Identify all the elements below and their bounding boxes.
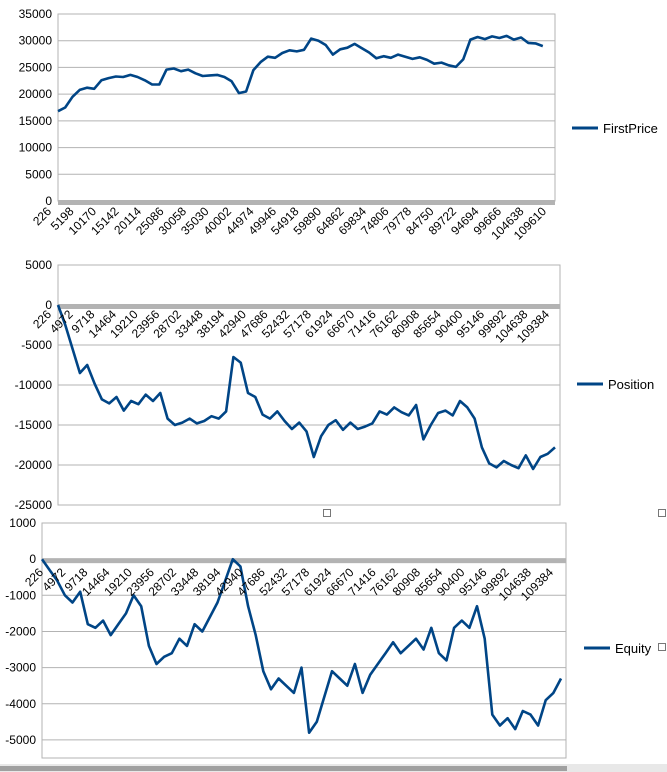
series-line-firstprice <box>57 34 544 113</box>
y-tick-label: -5000 <box>5 733 36 747</box>
y-tick-label: 25000 <box>19 60 53 74</box>
x-axis <box>58 304 560 309</box>
chart-resize-handle[interactable] <box>658 509 666 517</box>
y-tick-label: 5000 <box>25 167 52 181</box>
y-tick-label: 0 <box>29 552 36 566</box>
y-tick-label: -3000 <box>5 661 36 675</box>
x-axis <box>58 200 555 205</box>
legend-label: FirstPrice <box>603 121 658 136</box>
plot-area <box>57 13 556 202</box>
y-tick-label: 5000 <box>25 258 52 272</box>
y-tick-label: -20000 <box>15 458 53 472</box>
y-tick-label: -1000 <box>5 588 36 602</box>
y-tick-label: -25000 <box>15 498 53 512</box>
y-tick-label: 20000 <box>19 87 53 101</box>
y-tick-label: -15000 <box>15 418 53 432</box>
y-tick-label: -5000 <box>21 338 52 352</box>
y-tick-label: 1000 <box>9 516 36 530</box>
y-tick-label: 0 <box>45 298 52 312</box>
y-tick-label: -4000 <box>5 697 36 711</box>
chart-resize-handle[interactable] <box>658 643 666 651</box>
y-tick-label: 10000 <box>19 141 53 155</box>
y-tick-label: 30000 <box>19 34 53 48</box>
y-tick-label: 35000 <box>19 7 53 21</box>
series-line-position <box>56 304 556 471</box>
y-tick-label: 15000 <box>19 114 53 128</box>
legend-label: Equity <box>615 641 652 656</box>
chart-resize-handle[interactable] <box>323 509 331 517</box>
series-line-equity <box>40 557 563 735</box>
scrollbar-thumb[interactable] <box>0 766 567 771</box>
legend-label: Position <box>608 377 654 392</box>
y-tick-label: 0 <box>45 194 52 208</box>
x-axis <box>42 558 566 564</box>
y-tick-label: -2000 <box>5 624 36 638</box>
y-tick-label: -10000 <box>15 378 53 392</box>
